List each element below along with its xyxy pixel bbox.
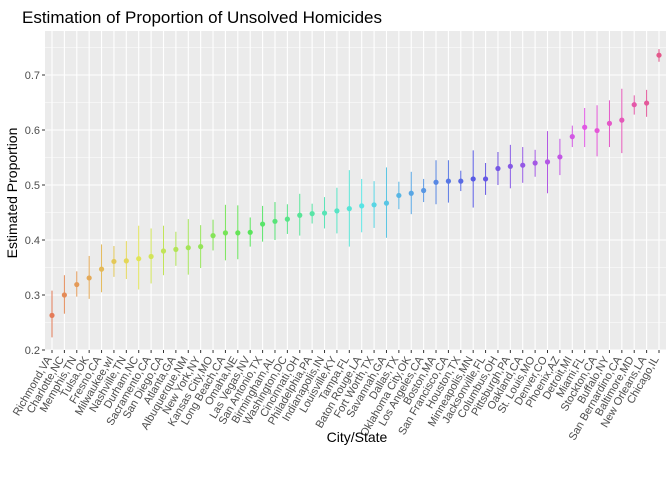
x-axis-title: City/State bbox=[327, 429, 388, 445]
data-point bbox=[532, 160, 538, 166]
y-tick-label: 0.7 bbox=[25, 70, 40, 82]
data-point bbox=[520, 162, 526, 168]
data-point bbox=[297, 212, 303, 218]
data-point bbox=[321, 210, 328, 216]
y-tick-label: 0.6 bbox=[25, 125, 40, 137]
data-point bbox=[284, 216, 290, 222]
data-point bbox=[507, 163, 513, 169]
data-point bbox=[334, 208, 340, 214]
data-point bbox=[544, 159, 551, 165]
data-point bbox=[136, 256, 142, 262]
data-point bbox=[396, 192, 402, 199]
data-point bbox=[606, 120, 613, 126]
data-point bbox=[594, 127, 600, 134]
data-point bbox=[272, 218, 278, 224]
data-point bbox=[235, 230, 241, 236]
data-point bbox=[482, 176, 489, 182]
data-point bbox=[98, 266, 105, 272]
y-tick-label: 0.5 bbox=[25, 180, 40, 192]
data-point bbox=[259, 221, 266, 227]
data-point bbox=[408, 190, 414, 196]
data-point bbox=[198, 244, 204, 250]
data-point bbox=[445, 178, 452, 184]
data-point bbox=[582, 124, 588, 130]
data-point bbox=[383, 200, 390, 206]
data-point bbox=[210, 233, 216, 239]
data-point bbox=[495, 165, 501, 172]
y-axis: 0.2 0.3 0.4 0.5 0.6 0.7 bbox=[25, 70, 45, 357]
plot-panel bbox=[45, 31, 666, 350]
data-point bbox=[458, 178, 464, 184]
data-point bbox=[148, 253, 154, 260]
data-point bbox=[346, 206, 352, 212]
data-point bbox=[644, 100, 650, 106]
data-point bbox=[569, 134, 575, 140]
chart-title: Estimation of Proportion of Unsolved Hom… bbox=[22, 8, 382, 27]
data-point bbox=[359, 203, 365, 209]
data-point bbox=[74, 281, 80, 288]
data-point bbox=[173, 246, 179, 252]
points bbox=[49, 52, 662, 318]
data-point bbox=[309, 211, 315, 217]
data-point bbox=[371, 202, 377, 208]
x-axis: Richmond,VACharlotte,NCMemphis,TNTulsa,O… bbox=[11, 350, 662, 443]
data-point bbox=[631, 102, 637, 108]
data-point bbox=[86, 275, 92, 281]
y-tick-label: 0.3 bbox=[25, 290, 40, 302]
data-point bbox=[247, 229, 253, 235]
y-tick-label: 0.4 bbox=[25, 235, 40, 247]
data-point bbox=[111, 258, 117, 265]
data-point bbox=[557, 154, 563, 160]
data-point bbox=[619, 117, 625, 123]
data-point bbox=[49, 312, 55, 318]
data-point bbox=[656, 52, 662, 58]
data-point bbox=[185, 245, 191, 251]
data-point bbox=[61, 292, 67, 298]
data-point bbox=[160, 248, 167, 254]
y-axis-title: Estimated Proportion bbox=[4, 128, 20, 259]
data-point bbox=[123, 258, 129, 264]
data-point bbox=[222, 230, 229, 236]
data-point bbox=[433, 179, 439, 185]
data-point bbox=[470, 176, 476, 182]
y-tick-label: 0.2 bbox=[25, 345, 40, 357]
data-point bbox=[421, 187, 427, 194]
